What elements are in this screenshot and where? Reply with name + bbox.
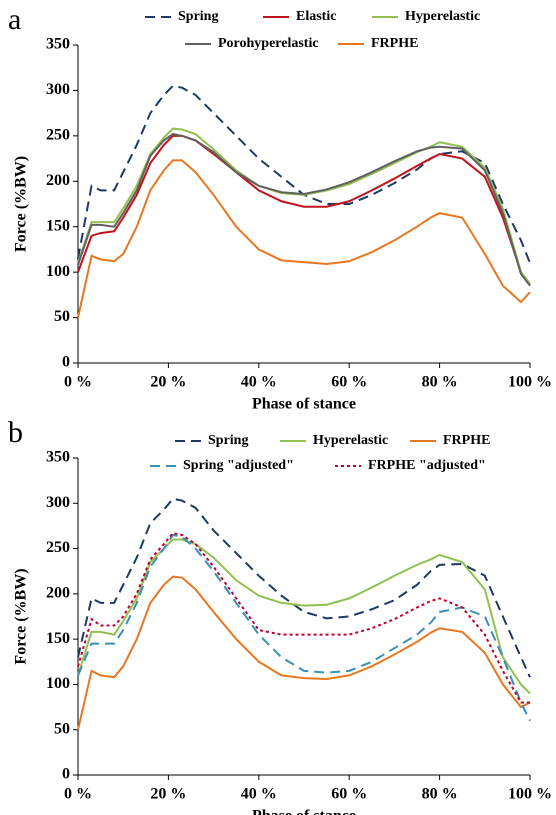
- legend-label: Spring "adjusted": [183, 458, 294, 473]
- y-tick-label: 0: [62, 354, 70, 371]
- y-tick-label: 200: [46, 172, 70, 189]
- legend-label: FRPHE: [371, 36, 418, 51]
- legend-label: Spring: [178, 9, 218, 24]
- x-tick-label: 40 %: [241, 786, 277, 803]
- legend-label: Spring: [208, 433, 248, 448]
- y-tick-label: 300: [46, 81, 70, 98]
- x-axis-title: Phase of stance: [252, 396, 356, 413]
- x-tick-label: 60 %: [331, 786, 367, 803]
- series-line: [77, 538, 531, 695]
- y-tick-label: 150: [46, 217, 70, 234]
- y-axis-title: Force (%BW): [13, 568, 30, 664]
- series-line: [77, 533, 531, 722]
- y-tick-label: 50: [54, 308, 70, 325]
- y-tick-label: 150: [46, 630, 70, 647]
- y-tick-label: 350: [46, 449, 70, 466]
- legend-label: FRPHE "adjusted": [368, 458, 486, 473]
- x-tick-label: 80 %: [422, 786, 458, 803]
- y-tick-label: 0: [62, 766, 70, 783]
- series-line: [77, 532, 530, 704]
- series-line: [77, 497, 531, 678]
- y-tick-label: 200: [46, 585, 70, 602]
- x-tick-label: 0 %: [64, 374, 92, 391]
- y-tick-label: 250: [46, 127, 70, 144]
- x-tick-label: 60 %: [331, 374, 367, 391]
- series-line: [77, 132, 531, 287]
- x-tick-label: 20 %: [150, 374, 186, 391]
- series-line: [77, 575, 531, 730]
- legend-label: Elastic: [296, 9, 336, 24]
- y-tick-label: 250: [46, 539, 70, 556]
- x-tick-label: 40 %: [241, 374, 277, 391]
- x-axis-title: Phase of stance: [252, 808, 356, 815]
- y-axis-title: Force (%BW): [13, 156, 30, 252]
- x-tick-label: 0 %: [64, 786, 92, 803]
- legend-label: FRPHE: [443, 433, 490, 448]
- y-tick-label: 350: [46, 36, 70, 53]
- y-tick-label: 100: [46, 263, 70, 280]
- x-tick-label: 80 %: [422, 374, 458, 391]
- panel-label: b: [8, 416, 23, 449]
- series-line: [77, 134, 531, 285]
- x-tick-label: 100 %: [508, 786, 552, 803]
- x-tick-label: 20 %: [150, 786, 186, 803]
- legend-label: Porohyperelastic: [218, 36, 319, 51]
- y-tick-label: 300: [46, 494, 70, 511]
- legend-label: Hyperelastic: [313, 433, 388, 448]
- legend-label: Hyperelastic: [405, 9, 480, 24]
- series-line: [77, 159, 531, 318]
- panel-label: a: [8, 3, 21, 36]
- x-tick-label: 100 %: [508, 374, 552, 391]
- y-tick-label: 100: [46, 675, 70, 692]
- series-line: [77, 84, 531, 264]
- y-tick-label: 50: [54, 720, 70, 737]
